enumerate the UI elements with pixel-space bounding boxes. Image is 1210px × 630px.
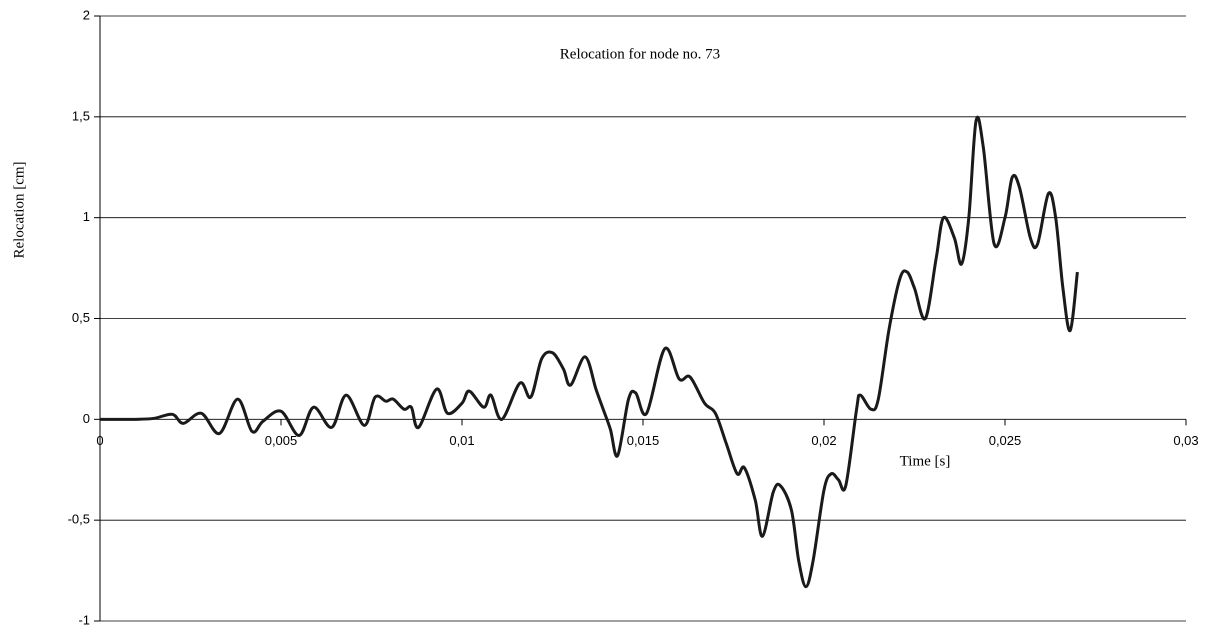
y-tick-label: -0,5 — [68, 512, 90, 527]
x-tick-label: 0,005 — [265, 433, 298, 448]
y-tick-label: 1 — [83, 209, 90, 224]
x-tick-label: 0 — [96, 433, 103, 448]
y-axis-label: Relocation [cm] — [11, 161, 27, 258]
x-tick-label: 0,025 — [989, 433, 1022, 448]
y-tick-label: 1,5 — [72, 108, 90, 123]
x-axis-label: Time [s] — [900, 453, 951, 469]
y-tick-label: -1 — [78, 612, 90, 627]
x-tick-label: 0,01 — [449, 433, 474, 448]
x-tick-label: 0,02 — [811, 433, 836, 448]
y-tick-label: 0 — [83, 411, 90, 426]
y-tick-label: 2 — [83, 7, 90, 22]
chart-title: Relocation for node no. 73 — [560, 46, 720, 62]
x-tick-label: 0,015 — [627, 433, 660, 448]
x-tick-label: 0,03 — [1173, 433, 1198, 448]
data-line — [99, 115, 1079, 589]
y-tick-label: 0,5 — [72, 310, 90, 325]
